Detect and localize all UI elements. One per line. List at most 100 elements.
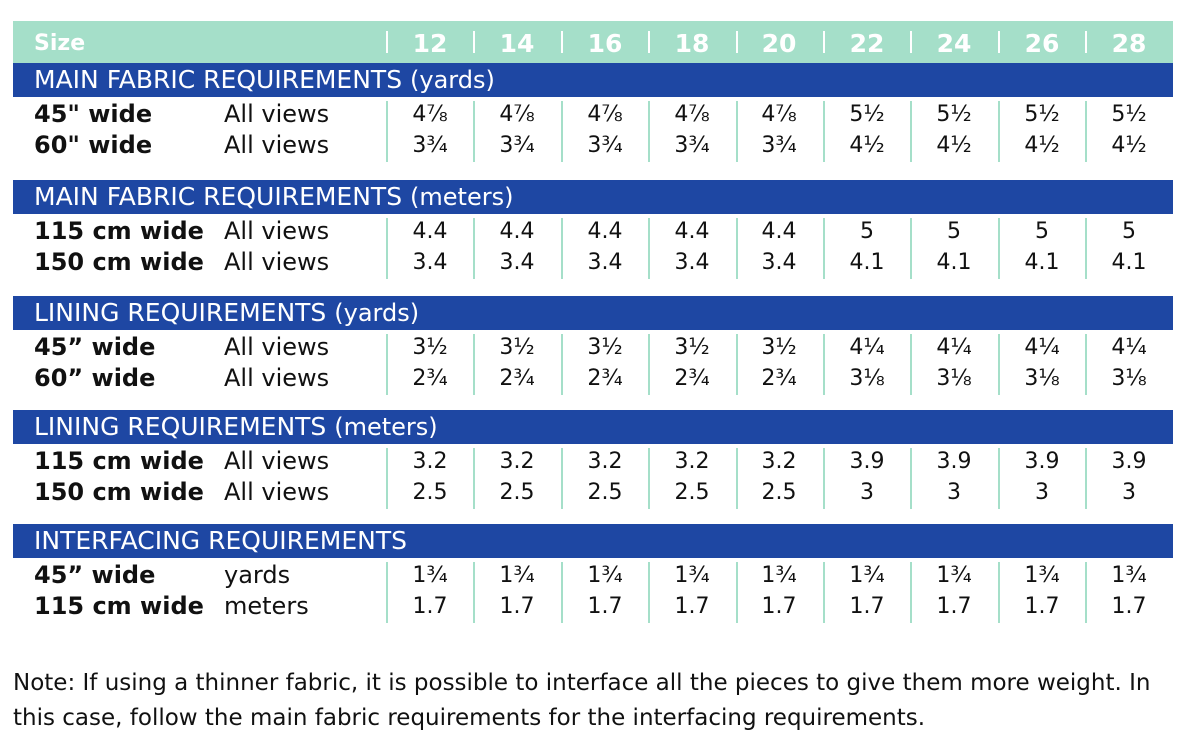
column-separator (386, 218, 388, 279)
section-unit: (yards) (334, 299, 420, 327)
requirement-value: 1.7 (412, 594, 448, 619)
requirement-value: 3¾ (761, 133, 797, 158)
header-separator (386, 31, 388, 53)
requirement-value: 4.4 (674, 219, 710, 244)
requirement-value: 3.9 (849, 449, 885, 474)
column-separator (1085, 101, 1087, 162)
requirement-value: 4.1 (936, 250, 972, 275)
requirement-value: 3.4 (761, 250, 797, 275)
row-width-label: 150 cm wide (34, 248, 204, 276)
column-separator (1085, 448, 1087, 509)
column-separator (910, 218, 912, 279)
requirement-value: 1¾ (849, 563, 885, 588)
column-separator (1085, 334, 1087, 395)
requirement-value: 3.2 (499, 449, 535, 474)
requirement-value: 3⅛ (936, 366, 972, 391)
row-width-label: 45” wide (34, 561, 156, 589)
requirement-value: 1¾ (587, 563, 623, 588)
column-separator (386, 562, 388, 623)
column-separator (561, 562, 563, 623)
section-title-band: LINING REQUIREMENTS (meters) (13, 410, 1173, 444)
requirement-value: 2¾ (761, 366, 797, 391)
requirement-value: 3½ (761, 335, 797, 360)
requirement-value: 1¾ (674, 563, 710, 588)
column-separator (648, 562, 650, 623)
column-separator (910, 562, 912, 623)
requirement-value: 1¾ (499, 563, 535, 588)
requirement-value: 1.7 (1024, 594, 1060, 619)
requirement-value: 3¾ (499, 133, 535, 158)
column-separator (998, 448, 1000, 509)
column-separator (736, 448, 738, 509)
column-separator (473, 562, 475, 623)
size-header-28: 28 (1111, 29, 1147, 58)
column-separator (910, 101, 912, 162)
column-separator (823, 101, 825, 162)
column-separator (561, 218, 563, 279)
column-separator (473, 218, 475, 279)
section-title-band: LINING REQUIREMENTS (yards) (13, 296, 1173, 330)
size-header-22: 22 (849, 29, 885, 58)
requirement-value: 1¾ (1111, 563, 1147, 588)
requirement-value: 5 (860, 219, 874, 244)
requirement-value: 4⅞ (587, 102, 623, 127)
requirement-value: 1.7 (849, 594, 885, 619)
section-title-band: MAIN FABRIC REQUIREMENTS (meters) (13, 180, 1173, 214)
row-width-label: 45” wide (34, 333, 156, 361)
requirement-value: 5½ (1024, 102, 1060, 127)
requirement-value: 1.7 (1111, 594, 1147, 619)
requirement-value: 1.7 (674, 594, 710, 619)
column-separator (823, 562, 825, 623)
requirement-value: 3.2 (412, 449, 448, 474)
column-separator (823, 218, 825, 279)
column-separator (473, 334, 475, 395)
section-title: LINING REQUIREMENTS (34, 298, 327, 327)
requirement-value: 3½ (674, 335, 710, 360)
row-description: All views (224, 131, 330, 159)
column-separator (648, 218, 650, 279)
row-description: yards (224, 561, 291, 589)
requirement-value: 4⅞ (499, 102, 535, 127)
requirement-value: 3⅛ (1024, 366, 1060, 391)
row-width-label: 60" wide (34, 131, 153, 159)
column-separator (998, 562, 1000, 623)
requirement-value: 5½ (849, 102, 885, 127)
requirement-value: 3.4 (674, 250, 710, 275)
requirement-value: 4.4 (499, 219, 535, 244)
row-width-label: 60” wide (34, 364, 156, 392)
header-separator (648, 31, 650, 53)
column-separator (386, 448, 388, 509)
row-description: All views (224, 364, 330, 392)
column-separator (998, 334, 1000, 395)
requirement-value: 4½ (936, 133, 972, 158)
header-separator (1085, 31, 1087, 53)
size-header-14: 14 (499, 29, 535, 58)
requirement-value: 3⅛ (849, 366, 885, 391)
requirement-value: 3 (947, 480, 961, 505)
header-separator (998, 31, 1000, 53)
row-width-label: 115 cm wide (34, 592, 204, 620)
section-unit: (meters) (334, 413, 438, 441)
requirement-value: 1.7 (587, 594, 623, 619)
section-unit: (yards) (410, 66, 495, 94)
requirement-value: 4¼ (1024, 335, 1060, 360)
requirement-value: 4.4 (412, 219, 448, 244)
column-separator (561, 101, 563, 162)
requirement-value: 1.7 (499, 594, 535, 619)
row-width-label: 45" wide (34, 100, 153, 128)
requirement-value: 1¾ (761, 563, 797, 588)
requirement-value: 4⅞ (674, 102, 710, 127)
section-title-band: INTERFACING REQUIREMENTS (13, 524, 1173, 558)
row-description: All views (224, 478, 330, 506)
row-description: All views (224, 217, 330, 245)
column-separator (1085, 562, 1087, 623)
size-header-26: 26 (1024, 29, 1060, 58)
size-header-row: Size 12 14 16 18 20 22 24 26 28 (13, 21, 1173, 63)
column-separator (386, 334, 388, 395)
requirement-value: 4¼ (936, 335, 972, 360)
requirement-value: 3.2 (587, 449, 623, 474)
section-title: INTERFACING REQUIREMENTS (34, 526, 407, 555)
requirement-value: 3 (1122, 480, 1136, 505)
requirement-value: 4.1 (1024, 250, 1060, 275)
row-width-label: 150 cm wide (34, 478, 204, 506)
